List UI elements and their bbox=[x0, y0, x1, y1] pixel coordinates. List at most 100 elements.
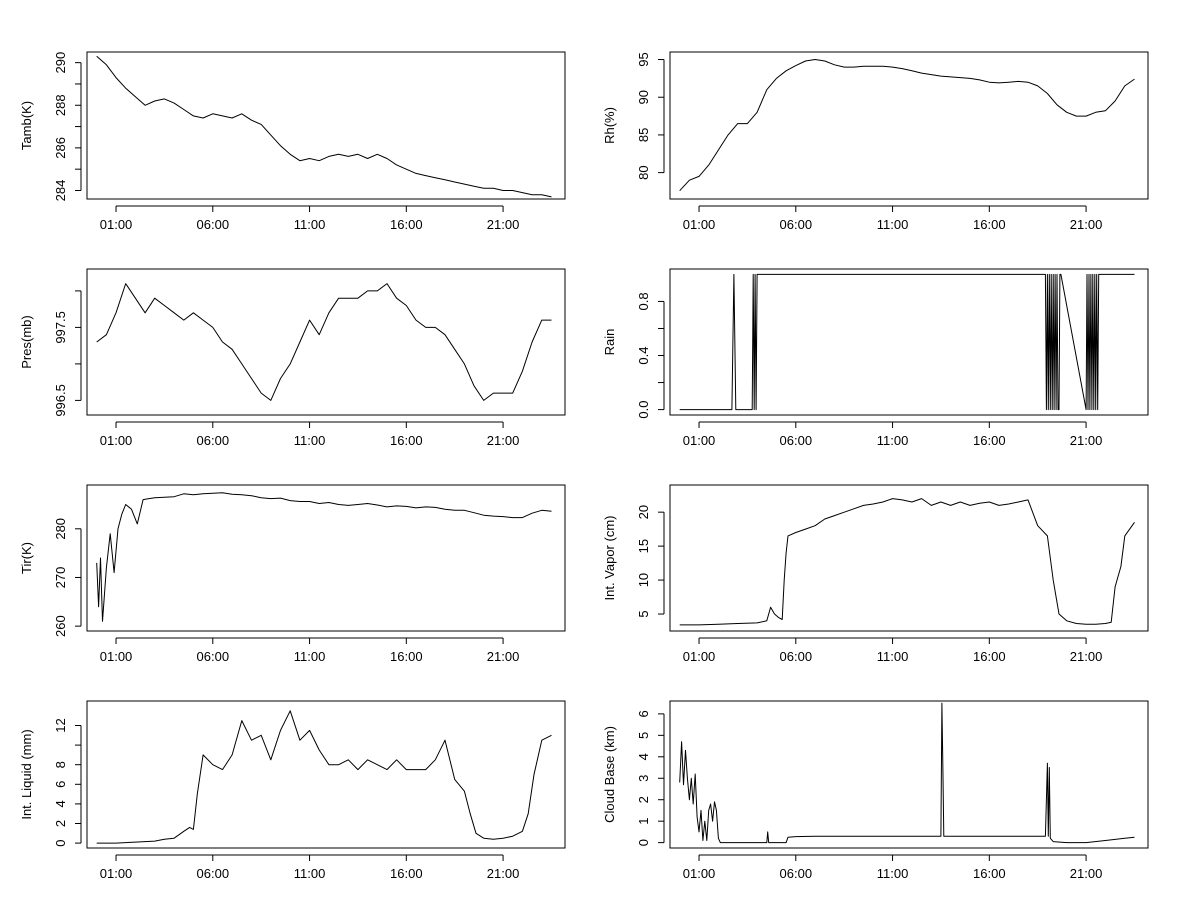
plot-frame bbox=[86, 700, 566, 849]
x-tick-label: 21:00 bbox=[487, 649, 520, 664]
x-tick-label: 06:00 bbox=[780, 649, 813, 664]
plot-frame bbox=[86, 484, 566, 632]
series-line bbox=[679, 273, 1135, 411]
y-tick-label: 996.5 bbox=[53, 384, 68, 417]
y-tick-label: 997.5 bbox=[53, 311, 68, 344]
series-line bbox=[679, 59, 1135, 192]
y-tick-label: 0.4 bbox=[636, 346, 651, 364]
y-axis-title: Tir(K) bbox=[19, 542, 34, 574]
x-tick-label: 06:00 bbox=[197, 433, 230, 448]
plot-frame bbox=[669, 51, 1149, 200]
x-tick-label: 21:00 bbox=[1070, 433, 1103, 448]
plot-frame bbox=[669, 700, 1149, 849]
x-tick-label: 01:00 bbox=[683, 649, 716, 664]
x-tick-label: 11:00 bbox=[294, 649, 326, 664]
y-axis-title: Cloud Base (km) bbox=[602, 726, 617, 823]
x-tick-label: 06:00 bbox=[780, 866, 813, 881]
x-tick-label: 21:00 bbox=[1070, 217, 1103, 232]
plot-frame bbox=[86, 51, 566, 200]
plot-frame bbox=[669, 268, 1149, 416]
x-tick-label: 16:00 bbox=[973, 866, 1006, 881]
panel-cloud-base: 01:00 06:00 11:00 16:00 21:00 0 1 2 3 4 5 6 Cloud Ba… bbox=[602, 700, 1149, 881]
y-tick-label: 10 bbox=[636, 573, 651, 587]
y-tick-label: 95 bbox=[636, 52, 651, 66]
y-tick-label: 5 bbox=[636, 610, 651, 617]
y-tick-label: 2 bbox=[636, 796, 651, 803]
y-tick-label: 0 bbox=[636, 839, 651, 846]
x-tick-label: 21:00 bbox=[1070, 866, 1103, 881]
y-tick-label: 3 bbox=[636, 775, 651, 782]
x-tick-label: 16:00 bbox=[390, 217, 423, 232]
y-tick-label: 0.0 bbox=[636, 401, 651, 419]
y-axis-title: Rain bbox=[602, 329, 617, 356]
series-line bbox=[96, 492, 552, 622]
panel-rh: 01:00 06:00 11:00 16:00 21:00 80 85 90 95 Rh(%) bbox=[602, 51, 1149, 232]
x-tick-label: 11:00 bbox=[294, 866, 326, 881]
y-tick-label: 90 bbox=[636, 90, 651, 104]
x-tick-label: 01:00 bbox=[100, 433, 133, 448]
x-tick-label: 21:00 bbox=[487, 433, 520, 448]
panel-tir: 01:00 06:00 11:00 16:00 21:00 260 270 280 Tir(K) bbox=[19, 484, 566, 664]
series-line bbox=[679, 702, 1135, 844]
x-tick-label: 06:00 bbox=[780, 217, 813, 232]
y-tick-label: 1 bbox=[636, 818, 651, 825]
y-tick-label: 6 bbox=[636, 710, 651, 717]
panel-int-liquid: 01:00 06:00 11:00 16:00 21:00 0 2 4 6 8 12 Int. Liq… bbox=[19, 700, 566, 881]
y-tick-label: 85 bbox=[636, 128, 651, 142]
y-axis-title: Rh(%) bbox=[602, 107, 617, 144]
y-tick-label: 15 bbox=[636, 539, 651, 553]
x-tick-label: 01:00 bbox=[683, 433, 716, 448]
panel-pres: 01:00 06:00 11:00 16:00 21:00 996.5 997.5 Pres(… bbox=[19, 268, 566, 448]
x-tick-label: 16:00 bbox=[390, 649, 423, 664]
x-tick-label: 01:00 bbox=[100, 866, 133, 881]
y-tick-label: 20 bbox=[636, 505, 651, 519]
panel-rain: 01:00 06:00 11:00 16:00 21:00 0.0 0.4 0.8 Rain bbox=[602, 268, 1149, 448]
y-tick-label: 4 bbox=[636, 753, 651, 760]
x-tick-label: 11:00 bbox=[294, 433, 326, 448]
plot-frame bbox=[669, 484, 1149, 632]
plot-frame bbox=[86, 268, 566, 416]
x-tick-label: 06:00 bbox=[197, 217, 230, 232]
x-tick-label: 16:00 bbox=[390, 433, 423, 448]
series-line bbox=[679, 498, 1135, 626]
panel-int-vapor: 01:00 06:00 11:00 16:00 21:00 5 10 15 20 Int. Vap… bbox=[602, 484, 1149, 664]
y-tick-label: 284 bbox=[53, 180, 68, 202]
y-axis-title: Int. Liquid (mm) bbox=[19, 729, 34, 819]
x-tick-label: 11:00 bbox=[294, 217, 326, 232]
x-tick-label: 01:00 bbox=[683, 217, 716, 232]
y-tick-label: 286 bbox=[53, 137, 68, 159]
y-tick-label: 0 bbox=[53, 839, 68, 846]
y-tick-label: 12 bbox=[53, 718, 68, 732]
y-tick-label: 80 bbox=[636, 165, 651, 179]
x-tick-label: 21:00 bbox=[487, 866, 520, 881]
x-tick-label: 16:00 bbox=[973, 217, 1006, 232]
y-tick-label: 2 bbox=[53, 820, 68, 827]
x-tick-label: 06:00 bbox=[780, 433, 813, 448]
y-tick-label: 260 bbox=[53, 615, 68, 637]
x-tick-label: 01:00 bbox=[683, 866, 716, 881]
series-line bbox=[96, 55, 552, 198]
y-tick-label: 270 bbox=[53, 567, 68, 589]
x-tick-label: 16:00 bbox=[973, 433, 1006, 448]
x-tick-label: 21:00 bbox=[487, 217, 520, 232]
y-tick-label: 288 bbox=[53, 94, 68, 116]
y-tick-label: 290 bbox=[53, 52, 68, 74]
x-tick-label: 01:00 bbox=[100, 217, 133, 232]
series-line bbox=[96, 283, 552, 401]
y-tick-label: 280 bbox=[53, 518, 68, 540]
y-tick-label: 6 bbox=[53, 781, 68, 788]
x-tick-label: 06:00 bbox=[197, 649, 230, 664]
y-axis-title: Pres(mb) bbox=[19, 315, 34, 368]
x-tick-label: 16:00 bbox=[973, 649, 1006, 664]
x-tick-label: 21:00 bbox=[1070, 649, 1103, 664]
x-tick-label: 06:00 bbox=[197, 866, 230, 881]
y-tick-label: 4 bbox=[53, 800, 68, 807]
x-tick-label: 11:00 bbox=[877, 649, 909, 664]
y-axis-title: Tamb(K) bbox=[19, 101, 34, 150]
series-line bbox=[96, 710, 552, 844]
x-tick-label: 11:00 bbox=[877, 433, 909, 448]
x-tick-label: 11:00 bbox=[877, 217, 909, 232]
panel-tamb: 01:00 06:00 11:00 16:00 21:00 284 286 288 290 Tam… bbox=[19, 51, 566, 232]
x-tick-label: 16:00 bbox=[390, 866, 423, 881]
